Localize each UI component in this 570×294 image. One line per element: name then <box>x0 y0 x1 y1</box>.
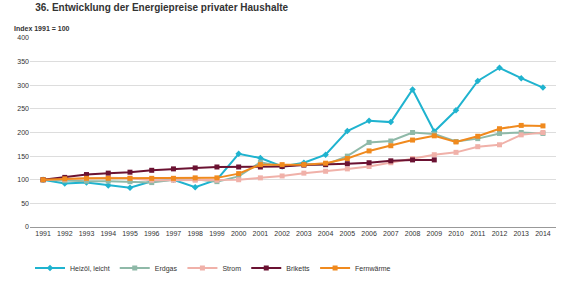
svg-text:2012: 2012 <box>492 230 508 237</box>
svg-text:Heizöl, leicht: Heizöl, leicht <box>70 265 110 272</box>
svg-text:2000: 2000 <box>231 230 247 237</box>
svg-text:2005: 2005 <box>340 230 356 237</box>
svg-text:1998: 1998 <box>187 230 203 237</box>
svg-text:2003: 2003 <box>296 230 312 237</box>
svg-text:2007: 2007 <box>383 230 399 237</box>
svg-text:100: 100 <box>17 176 29 183</box>
svg-text:Erdgas: Erdgas <box>155 265 178 273</box>
svg-text:350: 350 <box>17 58 29 65</box>
svg-text:2008: 2008 <box>405 230 421 237</box>
svg-text:1991: 1991 <box>35 230 51 237</box>
svg-text:1992: 1992 <box>57 230 73 237</box>
svg-text:250: 250 <box>17 105 29 112</box>
svg-text:150: 150 <box>17 153 29 160</box>
svg-text:36. Entwicklung der Energiepre: 36. Entwicklung der Energiepreise privat… <box>35 2 288 13</box>
svg-text:2014: 2014 <box>535 230 551 237</box>
svg-text:2004: 2004 <box>318 230 334 237</box>
svg-text:1999: 1999 <box>209 230 225 237</box>
svg-text:0: 0 <box>25 223 29 230</box>
svg-text:2011: 2011 <box>470 230 485 237</box>
svg-text:200: 200 <box>17 129 29 136</box>
svg-text:2002: 2002 <box>274 230 290 237</box>
svg-text:Briketts: Briketts <box>286 265 310 272</box>
svg-text:2006: 2006 <box>361 230 377 237</box>
svg-text:Index 1991 = 100: Index 1991 = 100 <box>14 25 70 32</box>
svg-text:2010: 2010 <box>448 230 464 237</box>
svg-text:1994: 1994 <box>100 230 116 237</box>
svg-text:Strom: Strom <box>222 265 241 272</box>
svg-text:300: 300 <box>17 82 29 89</box>
svg-text:1995: 1995 <box>122 230 138 237</box>
svg-text:2001: 2001 <box>253 230 269 237</box>
svg-text:2009: 2009 <box>426 230 442 237</box>
svg-text:1997: 1997 <box>166 230 182 237</box>
svg-text:50: 50 <box>21 200 29 207</box>
svg-text:1996: 1996 <box>144 230 160 237</box>
svg-text:1993: 1993 <box>79 230 95 237</box>
svg-text:400: 400 <box>17 34 29 41</box>
svg-text:Fernwärme: Fernwärme <box>355 265 391 272</box>
svg-text:2013: 2013 <box>513 230 529 237</box>
